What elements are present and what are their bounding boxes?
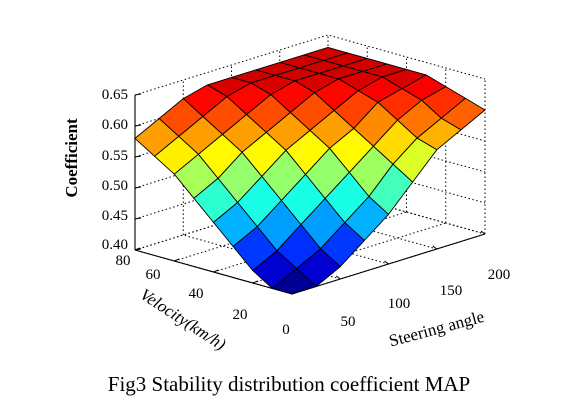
x-tick-label: 150 (440, 283, 463, 299)
z-tick-mark (134, 217, 142, 220)
y-tick-mark (252, 280, 258, 284)
z-tick-mark (134, 186, 142, 189)
z-tick-mark (134, 93, 142, 96)
y-tick-label: 20 (233, 307, 248, 323)
y-tick-label: 40 (189, 286, 204, 302)
z-axis-ticks: 0.65 0.60 0.55 0.50 0.45 0.40 (102, 87, 128, 253)
z-tick-label: 0.50 (102, 178, 128, 194)
x-tick-label: 200 (488, 267, 511, 283)
z-tick-label: 0.45 (102, 208, 128, 224)
surface-plot (134, 46, 486, 295)
z-tick-mark (134, 155, 142, 158)
y-tick-mark (134, 247, 141, 251)
z-tick-label: 0.60 (102, 117, 128, 133)
x-tick-mark (480, 230, 486, 235)
y-tick-mark (213, 269, 219, 273)
z-tick-mark (134, 124, 142, 127)
x-tick-mark (432, 245, 438, 250)
z-tick-label: 0.65 (102, 87, 128, 103)
y-tick-label: 0 (282, 322, 290, 338)
y-axis-ticks: 80 60 40 20 0 (116, 253, 290, 338)
x-tick-mark (335, 275, 341, 280)
axis-lines (134, 93, 486, 295)
x-axis-ticks: 50 100 150 200 (341, 267, 511, 330)
y-axis-label: Velocity(km/h) (137, 285, 230, 355)
x-tick-mark (384, 260, 389, 265)
figure-caption: Fig3 Stability distribution coefficient … (107, 372, 471, 396)
x-tick-label: 100 (388, 296, 411, 312)
x-axis-label: Steering angle (387, 307, 486, 351)
y-tick-label: 80 (116, 253, 131, 269)
y-tick-mark (291, 291, 298, 295)
z-tick-label: 0.40 (102, 237, 128, 253)
x-tick-label: 50 (341, 314, 356, 330)
z-axis-label: Coefficient (62, 118, 81, 198)
y-tick-label: 60 (146, 267, 161, 283)
y-tick-mark (174, 258, 180, 262)
z-tick-label: 0.55 (102, 148, 128, 164)
